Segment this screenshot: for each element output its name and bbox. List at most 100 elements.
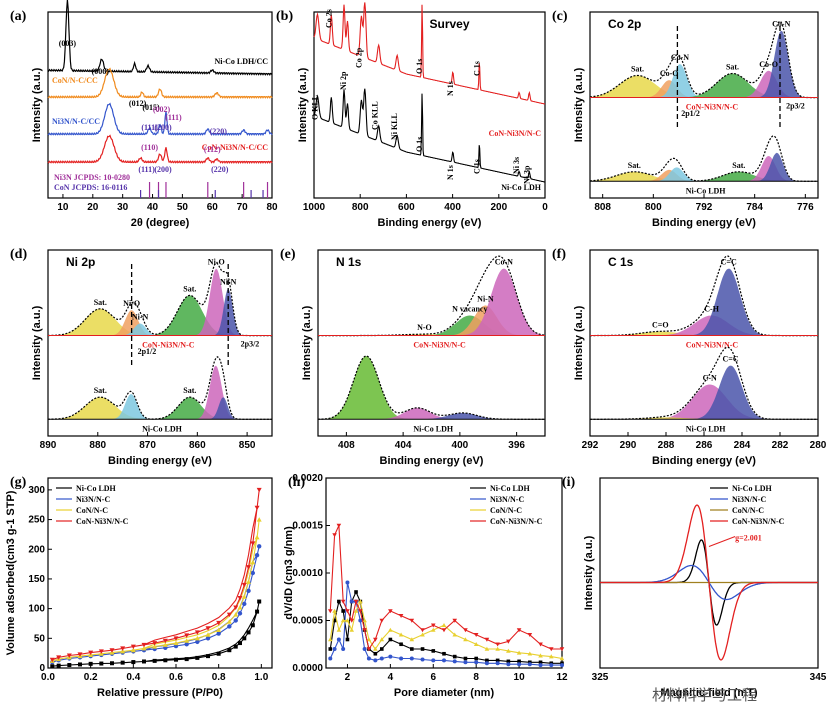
data-point: [358, 618, 363, 623]
data-point: [336, 523, 342, 528]
data-point: [538, 663, 543, 668]
data-point: [226, 619, 232, 624]
y-axis-label: dV/dD (cm3 g/nm): [283, 526, 295, 620]
x-tick-label: 40: [147, 202, 159, 213]
x-tick-label: 0.4: [126, 672, 140, 683]
x-tick-label: 80: [266, 202, 278, 213]
peak-index: (200): [154, 165, 172, 174]
envelope-line: [590, 135, 818, 182]
data-point: [495, 642, 500, 647]
peak-label: Sat.: [94, 386, 107, 395]
reference-name: CoN JCPDS: 16-0116: [54, 183, 127, 192]
data-point: [77, 652, 83, 657]
panel-label: (d): [10, 247, 27, 262]
element-label: N 1s: [446, 81, 455, 96]
peak-label: Ni-N: [132, 313, 149, 322]
x-tick-label: 325: [592, 672, 609, 683]
data-point: [473, 632, 479, 638]
data-point: [110, 661, 114, 666]
data-point: [430, 623, 436, 628]
data-point: [152, 644, 158, 649]
data-point: [332, 533, 337, 538]
data-point: [430, 627, 436, 632]
x-tick-label: 0.0: [41, 672, 55, 683]
element-label: Co 2s: [324, 9, 333, 28]
data-point: [379, 647, 384, 651]
element-label: Ni 3s: [512, 157, 521, 174]
sample-name: CoN-Ni3N/N-C: [686, 103, 739, 112]
element-label: Co KLL: [371, 101, 380, 130]
data-point: [141, 645, 147, 651]
envelope-line: [48, 262, 272, 337]
peak-label: C=C: [723, 355, 739, 364]
data-point: [216, 631, 221, 636]
data-point: [327, 637, 333, 642]
x-tick-label: 0.2: [84, 672, 98, 683]
reference-name: Ni3N JCPDS: 10-0280: [54, 173, 130, 182]
data-point: [250, 541, 256, 546]
data-point: [362, 618, 367, 623]
data-point: [354, 590, 358, 594]
sample-name: CoN-Ni3N/N-C: [686, 341, 739, 350]
data-point: [131, 660, 136, 665]
data-point: [216, 651, 221, 656]
data-point: [366, 637, 372, 642]
data-point: [206, 654, 210, 659]
data-point: [88, 650, 94, 656]
y-tick-label: 300: [28, 485, 45, 496]
data-point: [66, 653, 72, 659]
series-label: Ni-Co LDH/CC: [214, 57, 268, 66]
sample-name: CoN-Ni3N/N-C: [413, 341, 466, 350]
data-point: [49, 657, 55, 663]
peak-label: Sat.: [183, 386, 196, 395]
data-point: [184, 657, 189, 662]
x-axis-label: Binding energy (eV): [108, 455, 212, 467]
x-tick-label: 404: [395, 440, 412, 451]
data-point: [246, 579, 252, 584]
legend-label: Ni-Co LDH: [76, 484, 117, 493]
data-point: [341, 647, 346, 651]
data-point: [349, 618, 355, 623]
data-point: [409, 618, 415, 623]
data-point: [441, 622, 447, 628]
data-point: [246, 588, 251, 594]
x-axis-label: Binding energy (eV): [652, 217, 756, 229]
isotherm-line: [52, 546, 260, 663]
series-label: CoN-Ni3N/N-C: [489, 129, 542, 138]
data-point: [463, 656, 468, 661]
data-point: [484, 646, 490, 651]
data-point: [241, 594, 247, 599]
data-point: [441, 628, 447, 633]
peak-label: Co-N: [495, 258, 513, 267]
data-point: [409, 656, 414, 661]
xrd-series-line: [47, 102, 273, 137]
y-tick-label: 50: [34, 633, 46, 644]
data-point: [337, 599, 341, 604]
envelope-line: [318, 255, 546, 337]
data-point: [173, 636, 179, 641]
peak-label: C=O: [652, 321, 669, 330]
data-point: [254, 505, 260, 511]
data-point: [388, 627, 393, 632]
fit-peak: [590, 384, 818, 420]
data-point: [254, 552, 260, 558]
panel-label: (c): [552, 9, 568, 24]
peak-label: N-O: [417, 323, 432, 332]
survey-line: [313, 88, 546, 183]
x-tick-label: 850: [239, 440, 256, 451]
peak-label: C-N: [703, 373, 717, 382]
x-tick-label: 792: [696, 202, 713, 213]
x-axis-label: Relative pressure (P/P0): [97, 687, 223, 699]
data-point: [527, 632, 533, 638]
data-point: [50, 664, 55, 669]
data-point: [506, 662, 511, 667]
plot-frame: [47, 11, 273, 199]
data-point: [120, 648, 126, 654]
legend-label: CoN/N-C: [490, 506, 522, 515]
series-label: CoN/N-C/CC: [52, 76, 98, 85]
x-tick-label: 30: [117, 202, 129, 213]
fit-peak: [318, 407, 545, 420]
peak-index: (111): [138, 165, 155, 174]
data-point: [353, 608, 359, 613]
legend-label: Ni3N/N-C: [490, 495, 524, 504]
